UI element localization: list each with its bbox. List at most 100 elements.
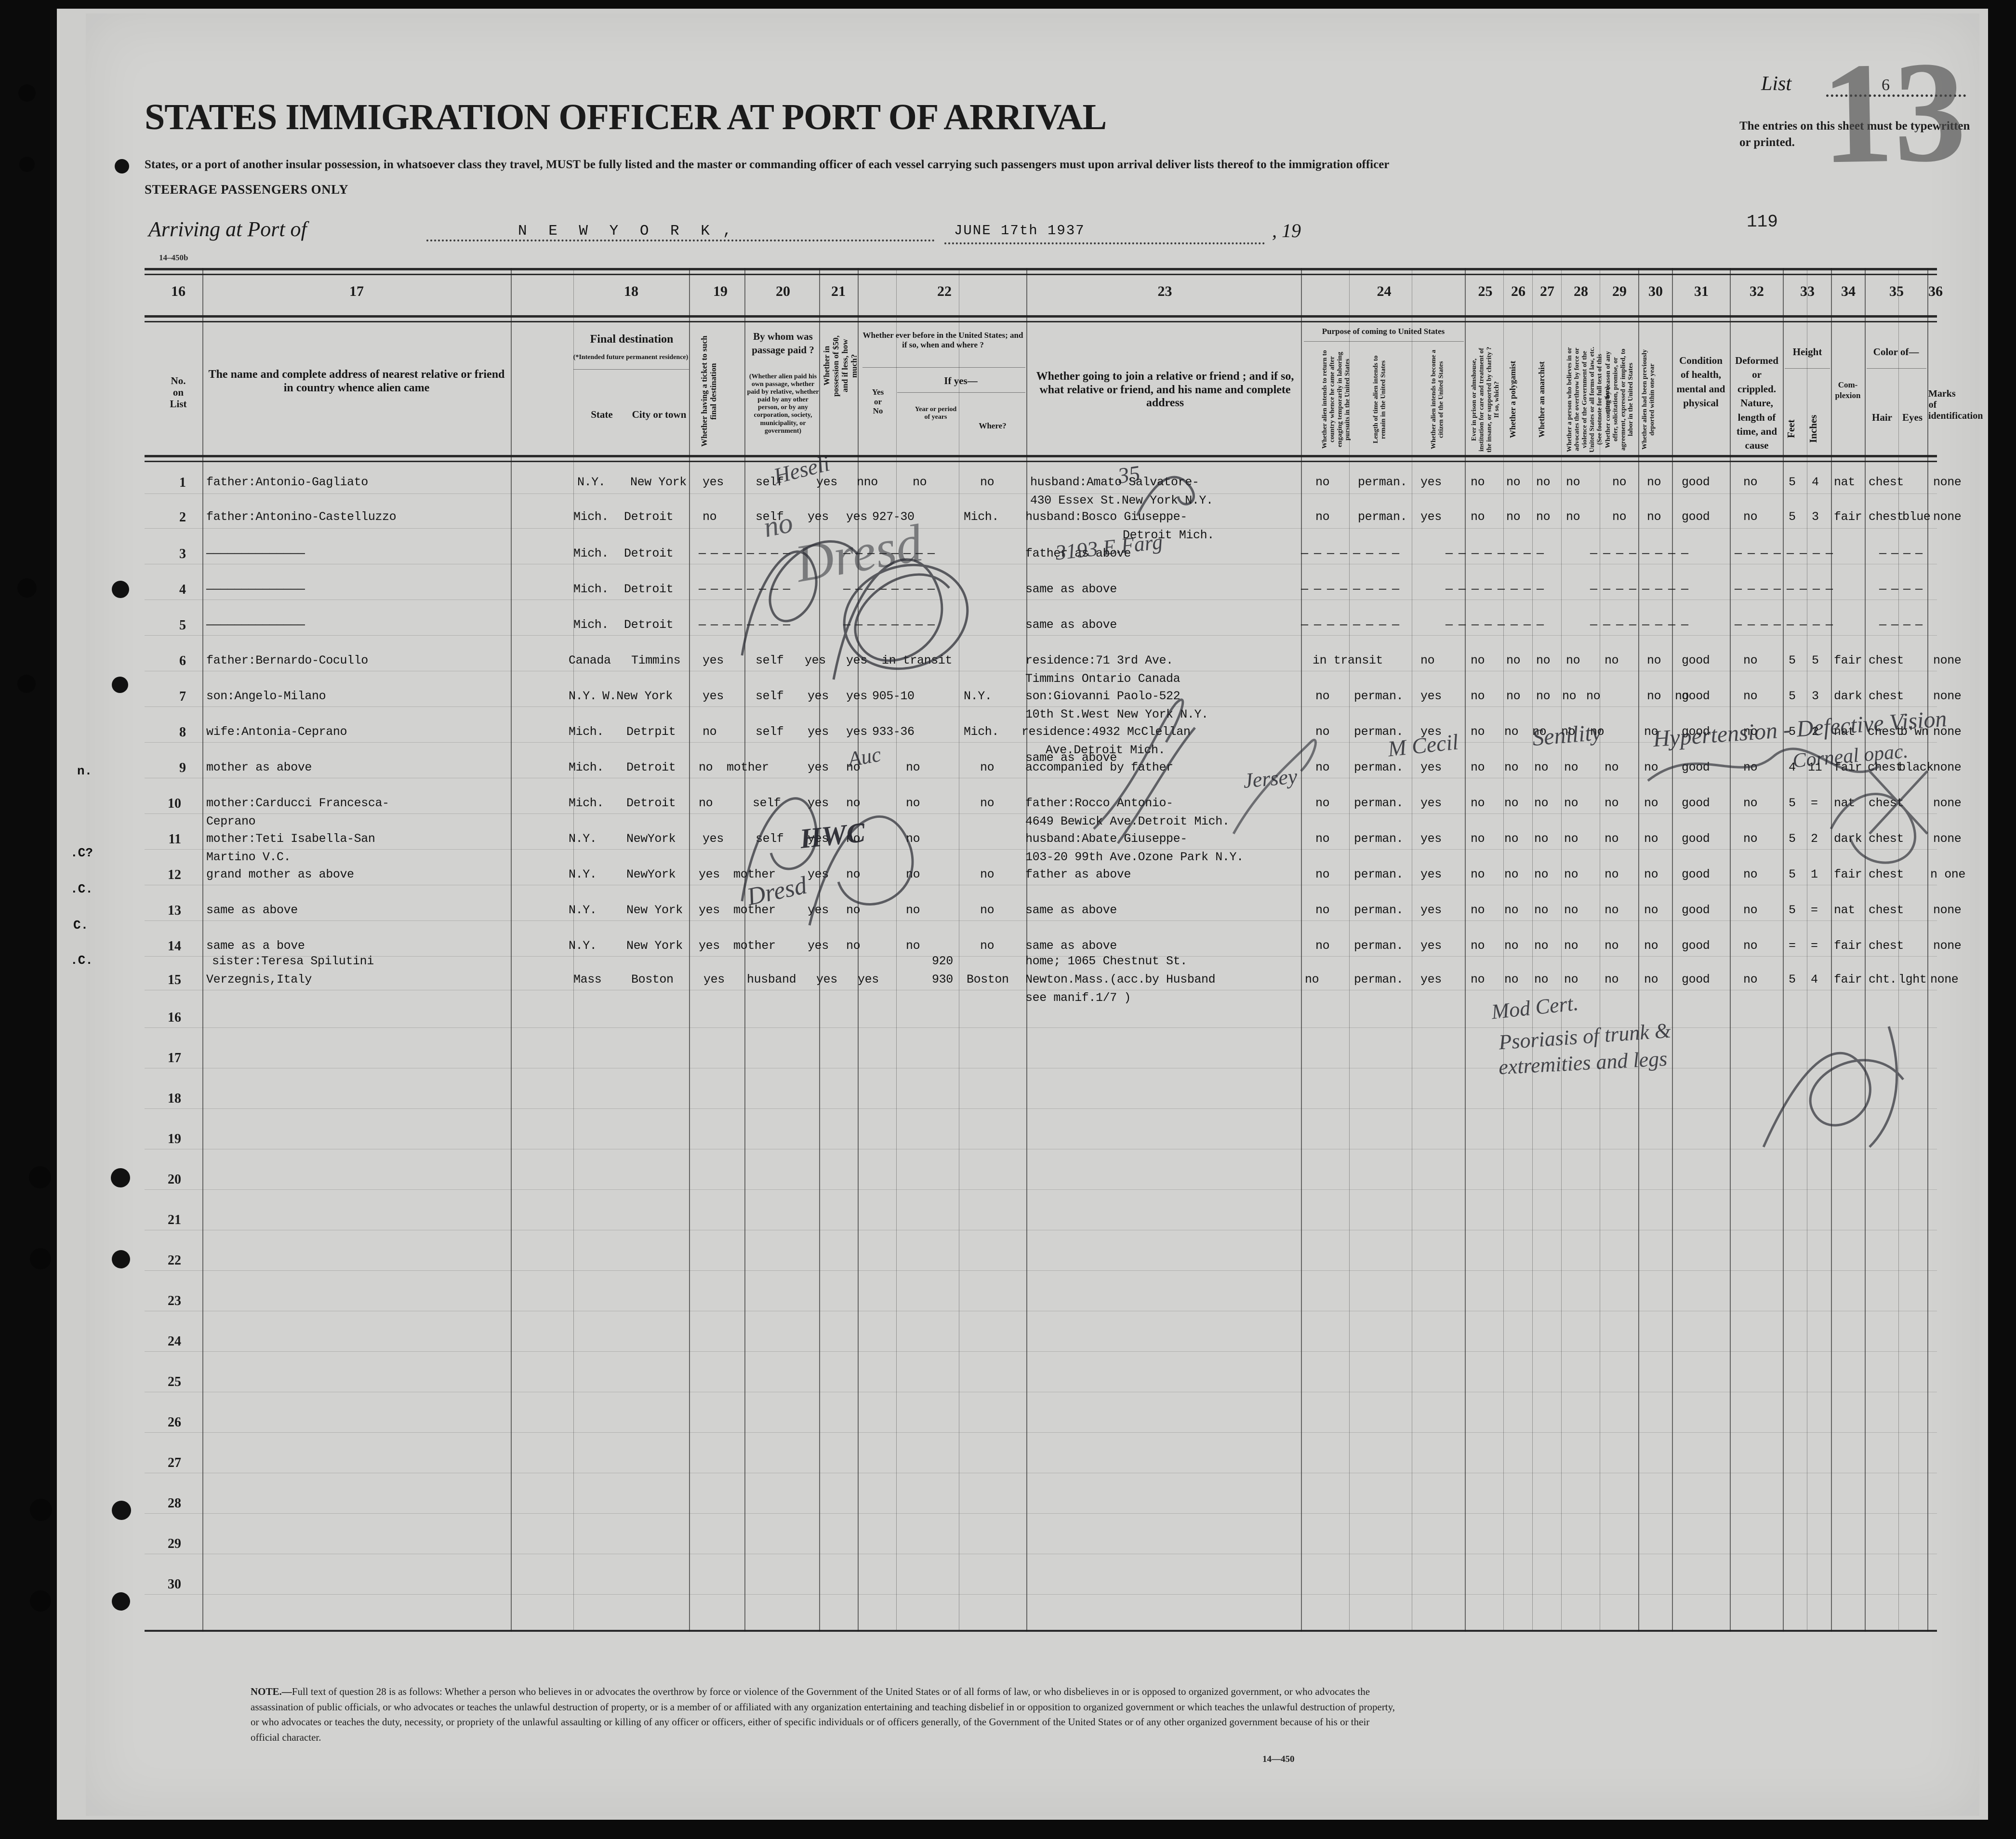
cell-feet: 5 <box>1789 973 1796 986</box>
colnum-30: 30 <box>1648 283 1663 299</box>
cell-city: New York <box>626 903 683 917</box>
cell-ever-before: yes <box>846 653 867 667</box>
cell-length-stay: perman. <box>1354 867 1404 881</box>
cell-join-relative-line2: Detroit Mich. <box>1123 528 1214 542</box>
cell-paid-by: self <box>756 725 784 739</box>
cell-prison: no <box>1471 510 1485 524</box>
cell-join-relative: residence:71 3rd Ave. <box>1025 653 1173 667</box>
cell-dash-fill-4: ———————— <box>1446 582 1550 596</box>
cell-city: NewYork <box>626 867 676 881</box>
cell-state: Mich. <box>569 725 604 739</box>
cell-complexion: fair <box>1834 653 1862 667</box>
cell-nearest-relative: father:Antonino-Castelluzzo <box>206 510 397 524</box>
cell-where: no <box>980 760 995 774</box>
cell-become-citizen: yes <box>1420 939 1442 953</box>
cell-overthrow: no <box>1564 832 1578 846</box>
punch-hole <box>112 1592 130 1611</box>
cell-length-stay: perman. <box>1354 973 1404 986</box>
cell-deformed: no <box>1743 725 1758 739</box>
cell-length-stay: perman. <box>1354 832 1404 846</box>
cell-paid-by: mother <box>733 903 776 917</box>
cell-deformed: no <box>1743 653 1758 667</box>
cell-join-relative-line2: see manif.1/7 ) <box>1025 991 1131 1005</box>
document-sheet <box>57 9 1988 1820</box>
cell-join-relative-line2: 10th St.West New York N.Y. <box>1025 707 1208 721</box>
row-number: 28 <box>168 1496 181 1511</box>
cell-ever-before: yes <box>846 510 867 524</box>
col-sep-26 <box>1532 268 1533 1632</box>
cell-condition: good <box>1682 939 1710 953</box>
cell-complexion: fair <box>1834 760 1862 774</box>
cell-length-stay: perman. <box>1354 760 1404 774</box>
cell-ever-before: no <box>846 903 861 917</box>
cell-complexion: fair <box>1834 510 1862 524</box>
cell-polygamist: no <box>1504 867 1519 881</box>
cell-intends-return: no <box>1315 939 1330 953</box>
cell-anarchist: no <box>1534 973 1549 986</box>
header-purpose: Purpose of coming to United States <box>1322 327 1445 336</box>
list-number: 6 <box>1882 76 1890 94</box>
cell-where: no <box>980 939 995 953</box>
page-number: 119 <box>1747 212 1778 232</box>
cell-eyes: lght <box>1898 973 1927 986</box>
header-divider-everbefore <box>862 367 1025 368</box>
cell-inches: 5 <box>1812 653 1819 667</box>
cell-anarchist: no <box>1536 653 1551 667</box>
cell-state: Mich. <box>569 760 604 774</box>
cell-inches: 2 <box>1811 832 1818 846</box>
scan-edge-right <box>1988 0 2016 1839</box>
header-if-yes: If yes— <box>944 375 978 386</box>
cell-deported: no <box>1644 973 1658 986</box>
header-hair: Hair <box>1872 412 1892 423</box>
cell-ticket: yes <box>703 475 724 489</box>
cell-ever-before: no <box>846 796 861 810</box>
cell-dash-fill-3: ———————— <box>1301 618 1406 632</box>
cell-feet: 5 <box>1789 832 1796 846</box>
col-sep-31 <box>1730 268 1731 1632</box>
cell-intends-return: no <box>1315 832 1330 846</box>
header-intends-return: Whether alien intends to return to count… <box>1321 350 1352 449</box>
cell-intends-return: no <box>1315 725 1330 739</box>
cell-join-relative-line2: 103-20 99th Ave.Ozone Park N.Y. <box>1025 850 1244 864</box>
col-sep-33 <box>1831 268 1832 1632</box>
colnum-23: 23 <box>1157 283 1172 299</box>
row-number: 5 <box>179 618 186 633</box>
footnote-code: 14—450 <box>1262 1754 1295 1764</box>
col-sep-25 <box>1503 268 1504 1632</box>
cell-condition: good <box>1682 725 1710 739</box>
cell-nearest-relative: mother as above <box>206 760 312 774</box>
cell-possession-50: yes <box>808 689 829 703</box>
cell-eyes: black <box>1898 760 1934 774</box>
colnum-26: 26 <box>1511 283 1525 299</box>
header-join-relative: Whether going to join a relative or frie… <box>1036 370 1294 410</box>
cell-inches: 2 <box>1812 725 1819 739</box>
cell-hair: chest <box>1869 796 1904 810</box>
cell-offer: no <box>1590 725 1605 739</box>
cell-polygamist: no <box>1506 653 1521 667</box>
cell-dash-fill-4: ———————— <box>1446 546 1550 560</box>
col-sep-20 <box>819 268 820 1632</box>
cell-intends-return: no <box>1315 867 1330 881</box>
cell-city: Detroit <box>624 582 674 596</box>
cell-city: Detrpit <box>626 725 676 739</box>
cell-become-citizen: yes <box>1420 475 1442 489</box>
cell-year-period: no <box>906 867 920 881</box>
cell-prison: no <box>1471 725 1485 739</box>
cell-nearest-relative: —————————————— <box>206 618 305 632</box>
row-number: 25 <box>168 1374 181 1389</box>
cell-state: N.Y. <box>569 689 597 703</box>
cell-paid-by: self <box>756 832 784 846</box>
cell-nearest-relative: mother:Teti Isabella-San <box>206 832 375 846</box>
cell-dash-fill-7: ———— <box>1879 546 1928 560</box>
form-number: 14–450b <box>159 253 188 262</box>
cell-become-citizen: no <box>1420 653 1435 667</box>
col-sep-30 <box>1672 268 1673 1632</box>
cell-polygamist: no <box>1504 725 1519 739</box>
cell-complexion: dark <box>1834 832 1862 846</box>
cell-dash-fill-5: ———————— <box>1590 582 1695 596</box>
cell-polygamist: no <box>1504 832 1519 846</box>
header-length-of-time: Length of time alien intends to remain i… <box>1372 355 1387 444</box>
cell-deformed: no <box>1743 939 1758 953</box>
cell-marks: none <box>1933 725 1962 739</box>
cell-ever-before: no <box>846 760 861 774</box>
